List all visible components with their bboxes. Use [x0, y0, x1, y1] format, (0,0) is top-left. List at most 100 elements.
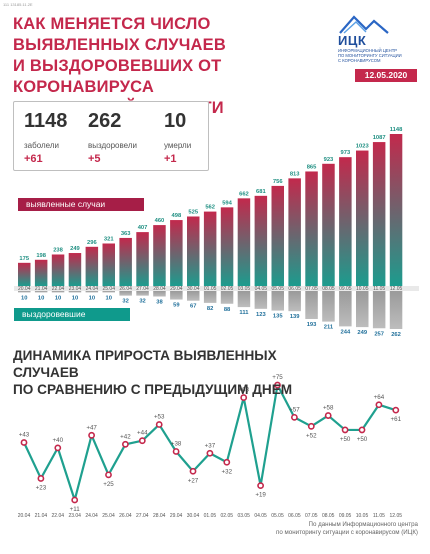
recovered-value-label: 10 [106, 295, 112, 301]
growth-value-label: +19 [255, 492, 266, 499]
growth-point [138, 437, 146, 445]
bar-chart: 175 20.04 10 198 21.04 10 238 22.04 10 249 23.04 10… [14, 127, 419, 338]
recovered-bar [119, 291, 132, 296]
cases-bar [237, 198, 251, 286]
bar-x-tick: 08.05 [322, 286, 335, 292]
cases-value-label: 525 [188, 209, 198, 215]
cases-value-label: 973 [341, 150, 351, 156]
line-x-tick: 21.04 [35, 513, 48, 519]
cases-bar [51, 254, 65, 286]
source-footnote: По данным Информационного центра по мони… [248, 521, 418, 537]
line-chart-title: ДИНАМИКА ПРИРОСТА ВЫЯВЛЕННЫХ СЛУЧАЕВ ПО … [13, 347, 333, 398]
cases-bar [288, 178, 301, 286]
cases-value-label: 813 [290, 171, 300, 177]
recovered-bar [170, 291, 183, 300]
recovered-bar [203, 291, 217, 303]
recovered-value-label: 10 [21, 295, 27, 301]
line-x-tick: 28.04 [153, 513, 166, 519]
cases-value-label: 321 [104, 236, 114, 242]
line-x-tick: 22.04 [52, 513, 65, 519]
cases-bar [119, 237, 132, 286]
growth-value-label: +32 [222, 468, 233, 475]
line-x-tick: 20.04 [18, 513, 31, 519]
cases-bar [339, 157, 352, 286]
stat-cases-value: 1148 [24, 110, 68, 132]
cases-value-label: 296 [87, 240, 97, 246]
growth-point [206, 449, 214, 457]
cases-value-label: 865 [307, 164, 317, 170]
bar-x-tick: 29.04 [170, 286, 183, 292]
line-x-tick: 25.04 [102, 513, 115, 519]
line-x-tick: 27.04 [136, 513, 149, 519]
cases-bar [271, 185, 284, 286]
growth-value-label: +25 [103, 481, 114, 488]
stat-deaths-label: умерли [164, 141, 192, 150]
growth-value-label: +47 [86, 424, 97, 431]
line-x-tick: 06.05 [288, 513, 301, 519]
growth-point [307, 422, 315, 430]
cases-value-label: 1087 [373, 135, 386, 141]
cases-bar [322, 163, 335, 286]
growth-value-label: +53 [154, 414, 165, 421]
bar-x-tick: 01.05 [204, 286, 217, 292]
line-x-tick: 05.05 [271, 513, 284, 519]
line-x-tick: 12.05 [390, 513, 403, 519]
growth-point [375, 401, 383, 409]
cases-bar [34, 259, 48, 286]
stat-cases: 1148 заболели +61 [24, 110, 67, 165]
cases-bar [136, 232, 149, 286]
footnote-line-2: по мониторингу ситуации с коронавирусом … [275, 529, 418, 536]
line-x-tick: 23.04 [68, 513, 81, 519]
recovered-bar [305, 291, 318, 319]
recovered-bar [51, 291, 65, 293]
stats-panel: 1148 заболели +61 262 выздоровели +5 10 … [13, 101, 209, 171]
line-x-tick: 03.05 [237, 513, 250, 519]
bar-x-tick: 24.04 [86, 286, 99, 292]
recovered-value-label: 211 [324, 325, 334, 331]
growth-value-label: +75 [272, 374, 283, 381]
growth-value-label: +38 [171, 440, 182, 447]
growth-value-label: +68 [238, 387, 249, 394]
cases-value-label: 594 [222, 200, 232, 206]
cases-value-label: 175 [19, 256, 29, 262]
growth-point [20, 439, 28, 446]
growth-value-label: +50 [357, 436, 368, 443]
stat-cases-delta: +61 [24, 153, 43, 165]
recovered-value-label: 38 [156, 300, 163, 306]
growth-point [155, 421, 163, 428]
stat-deaths-delta: +1 [164, 153, 177, 165]
recovered-bar [339, 291, 352, 327]
recovered-bar [237, 291, 251, 308]
bar-x-tick: 28.04 [153, 286, 166, 292]
cases-value-label: 756 [273, 179, 283, 185]
recovered-value-label: 67 [190, 304, 196, 310]
recovered-value-label: 262 [391, 332, 401, 338]
growth-value-label: +37 [205, 442, 216, 449]
growth-value-label: +23 [36, 484, 47, 491]
growth-value-label: +58 [323, 405, 334, 412]
growth-point [37, 475, 45, 482]
growth-value-label: +43 [19, 432, 30, 439]
recovered-value-label: 88 [224, 307, 231, 313]
recovered-value-label: 10 [38, 295, 44, 301]
logo-sub-1: ИНФОРМАЦИОННЫЙ ЦЕНТР [338, 48, 398, 53]
recovered-value-label: 249 [357, 330, 367, 336]
bar-x-tick: 23.04 [69, 286, 82, 292]
bar-x-tick: 04.05 [255, 286, 268, 292]
cases-value-label: 681 [256, 189, 266, 195]
cases-bar [220, 207, 234, 286]
recovered-bar [356, 291, 369, 328]
growth-point [105, 471, 112, 479]
growth-point [324, 412, 332, 419]
growth-point [223, 458, 231, 466]
bar-x-tick: 22.04 [52, 286, 65, 292]
stat-cases-label: заболели [24, 141, 59, 150]
bar-x-tick: 11.05 [373, 286, 385, 292]
bar-x-tick: 09.05 [339, 286, 352, 292]
logo-text: ИЦК [338, 33, 367, 48]
cases-bar [305, 171, 318, 286]
growth-value-label: +61 [391, 416, 402, 423]
cases-bar [254, 195, 268, 286]
title-line-1: КАК МЕНЯЕТСЯ ЧИСЛО ВЫЯВЛЕННЫХ СЛУЧАЕВ [13, 15, 226, 54]
growth-value-label: +11 [70, 506, 81, 513]
